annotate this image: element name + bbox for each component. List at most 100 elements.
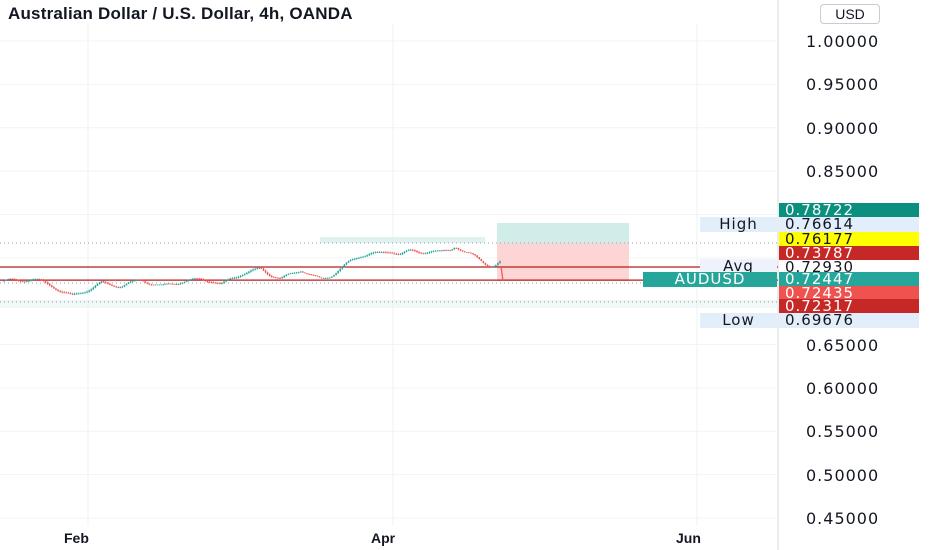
candle	[468, 252, 470, 254]
candle	[492, 266, 495, 268]
candle	[434, 250, 437, 252]
label-avg: Avg	[700, 259, 777, 274]
candle	[414, 250, 416, 252]
candle	[235, 277, 238, 279]
candle	[422, 253, 425, 255]
candle	[441, 250, 443, 252]
candle	[387, 252, 389, 254]
candle	[212, 282, 215, 284]
candle	[256, 268, 259, 270]
candle	[109, 283, 111, 285]
candle	[277, 277, 279, 279]
candle	[210, 282, 213, 283]
candle	[46, 282, 49, 284]
candle	[77, 293, 80, 295]
candle	[409, 249, 412, 251]
candle	[190, 279, 192, 281]
candle	[48, 283, 51, 286]
candle	[107, 282, 109, 284]
candle	[69, 293, 72, 295]
candle	[478, 257, 481, 260]
candle	[111, 284, 113, 286]
x-tick-label: Jun	[676, 530, 701, 546]
candle	[403, 251, 406, 253]
candle	[316, 275, 319, 277]
candle	[362, 256, 364, 258]
candle	[75, 293, 78, 295]
candle	[138, 280, 140, 281]
candle	[480, 259, 483, 262]
candle	[472, 253, 474, 255]
price-tag-avg: 0.72930	[779, 260, 919, 275]
candle	[206, 280, 209, 282]
candle	[268, 274, 271, 276]
candle	[293, 272, 296, 274]
candle	[192, 278, 194, 280]
candle	[275, 277, 277, 279]
candle	[459, 249, 462, 251]
candle	[194, 278, 196, 280]
candle	[96, 284, 99, 286]
candle	[430, 251, 433, 253]
candle	[248, 271, 250, 273]
candle	[420, 252, 422, 254]
candle	[57, 289, 59, 291]
support-band	[0, 300, 778, 308]
price-tag-red: 0.72435	[779, 286, 919, 301]
candle	[273, 277, 275, 278]
candle	[399, 254, 402, 255]
candle	[82, 293, 84, 294]
candle	[331, 276, 333, 278]
y-tick-label: 0.95000	[806, 75, 880, 95]
candle	[405, 250, 408, 252]
candle	[283, 275, 285, 278]
candle	[258, 268, 261, 270]
candle	[484, 263, 487, 265]
candle	[351, 259, 354, 261]
candle	[285, 274, 288, 276]
candle	[98, 282, 101, 285]
currency-button[interactable]: USD	[820, 4, 880, 24]
candle	[347, 261, 350, 263]
candle	[90, 289, 93, 291]
candle	[495, 265, 497, 267]
candle	[426, 252, 429, 254]
candle	[21, 281, 24, 283]
candle	[449, 250, 451, 252]
candle	[383, 252, 385, 254]
y-tick-label: 0.65000	[806, 335, 880, 355]
candle	[488, 265, 491, 267]
candle	[158, 284, 161, 286]
candle	[53, 287, 55, 289]
candle	[412, 249, 414, 251]
candle	[44, 280, 47, 283]
candle	[13, 278, 16, 280]
y-tick-label: 0.60000	[806, 378, 880, 398]
candle	[428, 252, 431, 253]
candle	[264, 270, 267, 273]
candle	[196, 278, 198, 280]
candle	[214, 282, 217, 284]
candle	[246, 272, 248, 275]
candle	[250, 270, 252, 272]
candle	[131, 280, 134, 282]
candle	[380, 252, 383, 254]
price-tag-symbol: 0.72447	[779, 272, 919, 287]
candle	[183, 281, 186, 283]
candle	[341, 266, 344, 269]
candle	[142, 280, 144, 282]
last-candle	[500, 265, 504, 282]
candle	[432, 251, 435, 252]
candle	[312, 274, 315, 276]
candle	[92, 287, 95, 290]
y-tick-label: 0.55000	[806, 422, 880, 442]
candle	[3, 280, 5, 282]
candle	[291, 272, 294, 274]
candle	[418, 251, 420, 253]
candle	[156, 284, 159, 286]
candle	[358, 257, 360, 259]
candle	[486, 264, 489, 266]
target-zone	[497, 223, 629, 246]
candle	[395, 253, 398, 255]
